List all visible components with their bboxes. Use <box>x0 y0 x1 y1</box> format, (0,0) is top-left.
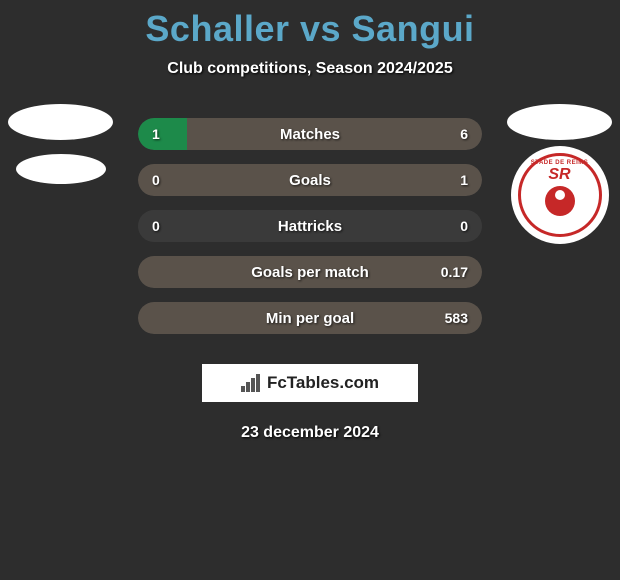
stat-value-left: 0 <box>152 218 160 234</box>
stat-label: Min per goal <box>266 310 354 327</box>
site-badge[interactable]: FcTables.com <box>202 364 418 402</box>
footer-date: 23 december 2024 <box>0 424 620 442</box>
stat-value-right: 583 <box>445 310 468 326</box>
stat-label: Goals per match <box>251 264 369 281</box>
stat-label: Hattricks <box>278 218 342 235</box>
stat-value-right: 6 <box>460 126 468 142</box>
stat-row: Goals per match 0.17 <box>138 256 482 288</box>
stat-value-left: 0 <box>152 172 160 188</box>
crest-ring: STADE DE REIMS SR <box>518 153 602 237</box>
stat-row: 0 Goals 1 <box>138 164 482 196</box>
stat-row: 1 Matches 6 <box>138 118 482 150</box>
page-subtitle: Club competitions, Season 2024/2025 <box>0 60 620 78</box>
right-player-badges: STADE DE REIMS SR <box>507 104 612 244</box>
stat-row: Min per goal 583 <box>138 302 482 334</box>
left-player-badge-1 <box>8 104 113 140</box>
page-title: Schaller vs Sangui <box>0 0 620 50</box>
right-club-crest: STADE DE REIMS SR <box>511 146 609 244</box>
crest-monogram: SR <box>548 166 570 184</box>
site-name: FcTables.com <box>267 373 379 393</box>
stat-value-right: 0.17 <box>441 264 468 280</box>
stat-fill-left <box>138 118 187 150</box>
stat-value-right: 1 <box>460 172 468 188</box>
right-player-badge <box>507 104 612 140</box>
stat-value-right: 0 <box>460 218 468 234</box>
left-player-badge-2 <box>16 154 106 184</box>
barchart-icon <box>241 374 263 392</box>
left-player-badges <box>8 104 113 184</box>
stat-value-left: 1 <box>152 126 160 142</box>
crest-ring-text: STADE DE REIMS <box>531 160 589 166</box>
stat-row: 0 Hattricks 0 <box>138 210 482 242</box>
stat-rows: 1 Matches 6 0 Goals 1 0 Hattricks 0 Goals per mat… <box>138 118 482 334</box>
crest-ball-icon <box>545 186 575 216</box>
stat-label: Matches <box>280 126 340 143</box>
stats-area: STADE DE REIMS SR 1 Matches 6 0 Goals 1 0 Hattr… <box>0 118 620 334</box>
stat-label: Goals <box>289 172 331 189</box>
